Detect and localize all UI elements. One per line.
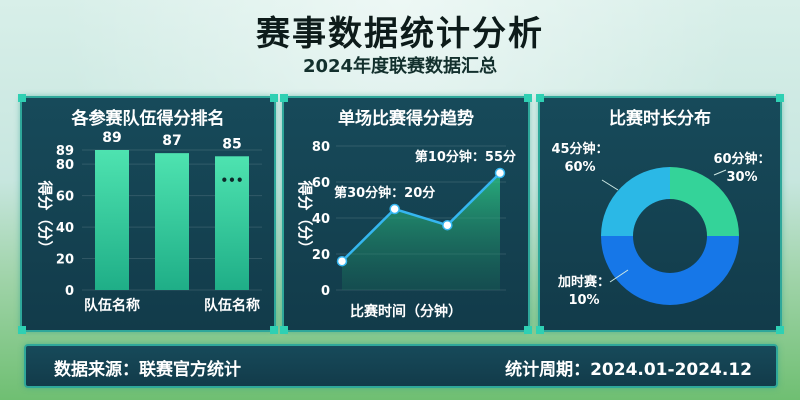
- donut-chart-panel: 比赛时长分布 60分钟： 30% 加时赛： 10% 45分钟： 60%: [536, 94, 784, 334]
- y-tick-label: 0: [65, 284, 74, 299]
- y-tick-label: 80: [312, 140, 330, 155]
- corner-decoration: [776, 326, 784, 334]
- data-point: [389, 203, 400, 215]
- y-tick-label: 20: [312, 248, 330, 263]
- donut-chart-title: 比赛时长分布: [609, 108, 711, 129]
- corner-decoration: [270, 94, 278, 102]
- slice-leader-line: [713, 169, 727, 176]
- x-axis-label: 比赛时间（分钟）: [350, 303, 462, 320]
- donut-slice: [670, 167, 739, 236]
- data-point: [442, 219, 453, 231]
- line-chart-panel: 单场比赛得分趋势 0 20 40 60 80 得分（分） 第30分钟：20分 第10分钟：55…: [280, 94, 532, 334]
- corner-decoration: [536, 326, 544, 334]
- corner-decoration: [280, 326, 288, 334]
- series-line: [341, 172, 501, 263]
- bar: [215, 156, 249, 290]
- bar: [155, 153, 189, 290]
- y-tick-label: 60: [56, 190, 74, 205]
- corner-decoration: [18, 326, 26, 334]
- bar-data-label: 85: [222, 136, 241, 152]
- y-axis-label: 得分（分）: [296, 179, 314, 255]
- slice-leader-line: [601, 179, 619, 191]
- slice-label: 60分钟：: [713, 151, 770, 167]
- slice-percent-label: 30%: [726, 170, 757, 185]
- y-axis-label: 得分（分）: [36, 179, 54, 255]
- y-tick-label: 89: [56, 144, 74, 159]
- y-tick-label: 80: [56, 158, 74, 173]
- footer-bar: 数据来源：联赛官方统计 统计周期：2024.01-2024.12: [24, 344, 778, 388]
- data-source-text: 数据来源：联赛官方统计: [54, 360, 241, 380]
- bar-data-label: 89: [102, 130, 121, 146]
- y-tick-label: 40: [312, 212, 330, 227]
- y-tick-label: 0: [321, 284, 330, 299]
- slice-leader-line: [609, 269, 629, 283]
- page-title: 赛事数据统计分析: [256, 14, 544, 54]
- slice-label: 45分钟：: [551, 141, 608, 157]
- point-annotation: 第30分钟：20分: [334, 185, 435, 201]
- corner-decoration: [536, 94, 544, 102]
- slice-percent-label: 60%: [564, 160, 595, 175]
- slice-label: 加时赛：: [557, 274, 610, 290]
- y-tick-label: 20: [56, 253, 74, 268]
- donut-slice: [601, 236, 739, 305]
- bar-chart-title: 各参赛队伍得分排名: [71, 108, 225, 129]
- donut-slice: [601, 167, 670, 236]
- corner-decoration: [280, 94, 288, 102]
- x-tick-label: 队伍名称: [204, 297, 260, 314]
- corner-decoration: [270, 326, 278, 334]
- point-annotation: 第10分钟：55分: [415, 149, 516, 165]
- corner-decoration: [776, 94, 784, 102]
- slice-percent-label: 10%: [568, 293, 599, 308]
- y-tick-label: 40: [56, 221, 74, 236]
- stat-period-text: 统计周期：2024.01-2024.12: [505, 360, 752, 380]
- y-tick-label: 60: [312, 176, 330, 191]
- donut-chart: 60分钟： 30% 加时赛： 10% 45分钟： 60%: [551, 141, 770, 308]
- data-point: [336, 255, 348, 267]
- bar-data-label: 87: [162, 133, 181, 149]
- bar: [95, 150, 129, 290]
- bar-chart-panel: 各参赛队伍得分排名 0 20 40 60 80 89 得分（分） 89 87 85 ••• 队伍名称队…: [18, 94, 278, 334]
- data-point: [494, 167, 506, 179]
- corner-decoration: [18, 94, 26, 102]
- x-tick-label: 队伍名称: [84, 297, 140, 314]
- area-fill: [342, 173, 500, 290]
- bar-ellipsis-mark: •••: [220, 173, 243, 187]
- corner-decoration: [524, 326, 532, 334]
- corner-decoration: [524, 94, 532, 102]
- line-chart-title: 单场比赛得分趋势: [338, 108, 474, 129]
- page-subtitle: 2024年度联赛数据汇总: [302, 56, 498, 77]
